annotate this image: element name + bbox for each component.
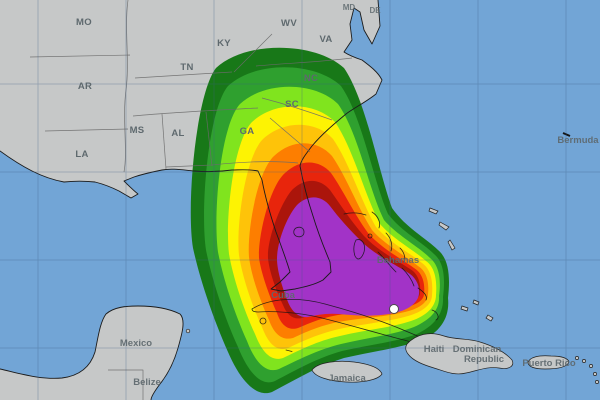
label-al: AL <box>171 128 184 139</box>
label-wv: WV <box>281 18 297 29</box>
label-tn: TN <box>180 62 193 73</box>
label-va: VA <box>319 34 332 45</box>
label-cuba: Cuba <box>271 290 295 301</box>
hispaniola-island <box>405 333 514 375</box>
bahamas-ne-islet-1 <box>428 207 439 215</box>
turks-islet-1 <box>460 305 469 312</box>
antilles-islet-3 <box>589 364 593 368</box>
bahamas-ne-islet-3 <box>447 239 456 251</box>
us-coastline <box>0 0 383 292</box>
islands <box>185 207 599 384</box>
label-mo: MO <box>76 17 92 28</box>
lake-okeechobee-outline <box>293 226 305 238</box>
cozumel-islet <box>185 328 191 334</box>
antilles-islet-4 <box>593 372 597 376</box>
label-ar: AR <box>78 81 92 92</box>
label-republic: Republic <box>464 354 504 365</box>
label-jamaica: Jamaica <box>328 373 366 384</box>
cone-band-9-core <box>277 197 420 318</box>
label-dominican: Dominican <box>453 344 502 355</box>
cayman-outline <box>285 349 293 352</box>
label-md: MD <box>343 3 356 12</box>
label-la: LA <box>75 149 88 160</box>
label-bahamas: Bahamas <box>377 255 419 266</box>
mexico-landmass <box>0 306 184 400</box>
storm-position-marker <box>389 304 399 314</box>
label-haiti: Haiti <box>424 344 445 355</box>
bahamas-outlines <box>343 211 439 321</box>
antilles-islet-5 <box>595 380 599 384</box>
jamaica-island <box>311 360 383 383</box>
bahamas-ne-islet-2 <box>438 221 450 231</box>
antilles-islet-2 <box>582 359 586 363</box>
puerto-rico-island <box>527 355 570 370</box>
label-de: DE <box>369 6 381 15</box>
label-mexico: Mexico <box>120 338 152 349</box>
turks-islet-2 <box>472 299 480 306</box>
label-sc: SC <box>285 99 299 110</box>
label-ms: MS <box>130 125 145 136</box>
label-belize: Belize <box>133 377 160 388</box>
state-borders <box>29 0 353 400</box>
antilles-islet-1 <box>575 356 579 360</box>
turks-islet-3 <box>485 314 494 322</box>
label-puerto-rico: Puerto Rico <box>522 358 576 369</box>
label-nc: NC <box>304 73 318 84</box>
mexico-coastline <box>0 305 184 400</box>
label-bermuda: Bermuda <box>557 135 599 146</box>
label-ga: GA <box>240 126 255 137</box>
label-ky: KY <box>217 38 231 49</box>
bermuda-island <box>562 132 571 137</box>
